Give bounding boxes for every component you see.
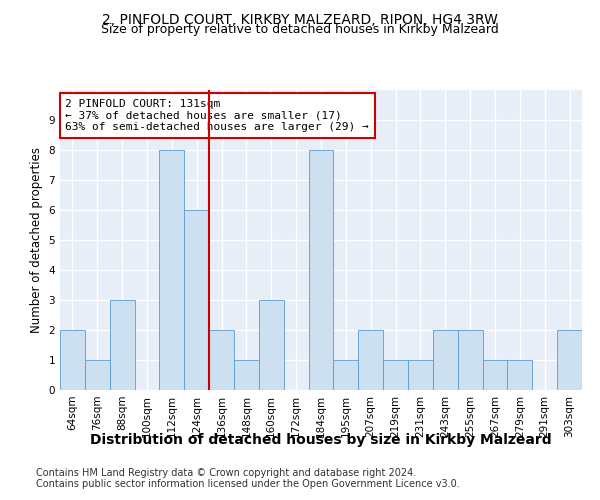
Bar — [383, 360, 408, 390]
Bar — [160, 150, 184, 390]
Text: 2 PINFOLD COURT: 131sqm
← 37% of detached houses are smaller (17)
63% of semi-de: 2 PINFOLD COURT: 131sqm ← 37% of detache… — [65, 99, 369, 132]
Bar — [408, 360, 433, 390]
Bar — [184, 210, 209, 390]
Bar — [557, 330, 582, 390]
Bar — [334, 360, 358, 390]
Bar — [458, 330, 482, 390]
Bar — [234, 360, 259, 390]
Bar — [60, 330, 85, 390]
Bar — [308, 150, 334, 390]
Y-axis label: Number of detached properties: Number of detached properties — [30, 147, 43, 333]
Text: Contains public sector information licensed under the Open Government Licence v3: Contains public sector information licen… — [36, 479, 460, 489]
Text: 2, PINFOLD COURT, KIRKBY MALZEARD, RIPON, HG4 3RW: 2, PINFOLD COURT, KIRKBY MALZEARD, RIPON… — [102, 12, 498, 26]
Text: Contains HM Land Registry data © Crown copyright and database right 2024.: Contains HM Land Registry data © Crown c… — [36, 468, 416, 477]
Bar — [259, 300, 284, 390]
Bar — [110, 300, 134, 390]
Bar — [482, 360, 508, 390]
Bar — [433, 330, 458, 390]
Bar — [508, 360, 532, 390]
Bar — [85, 360, 110, 390]
Text: Size of property relative to detached houses in Kirkby Malzeard: Size of property relative to detached ho… — [101, 22, 499, 36]
Bar — [209, 330, 234, 390]
Bar — [358, 330, 383, 390]
Text: Distribution of detached houses by size in Kirkby Malzeard: Distribution of detached houses by size … — [90, 433, 552, 447]
